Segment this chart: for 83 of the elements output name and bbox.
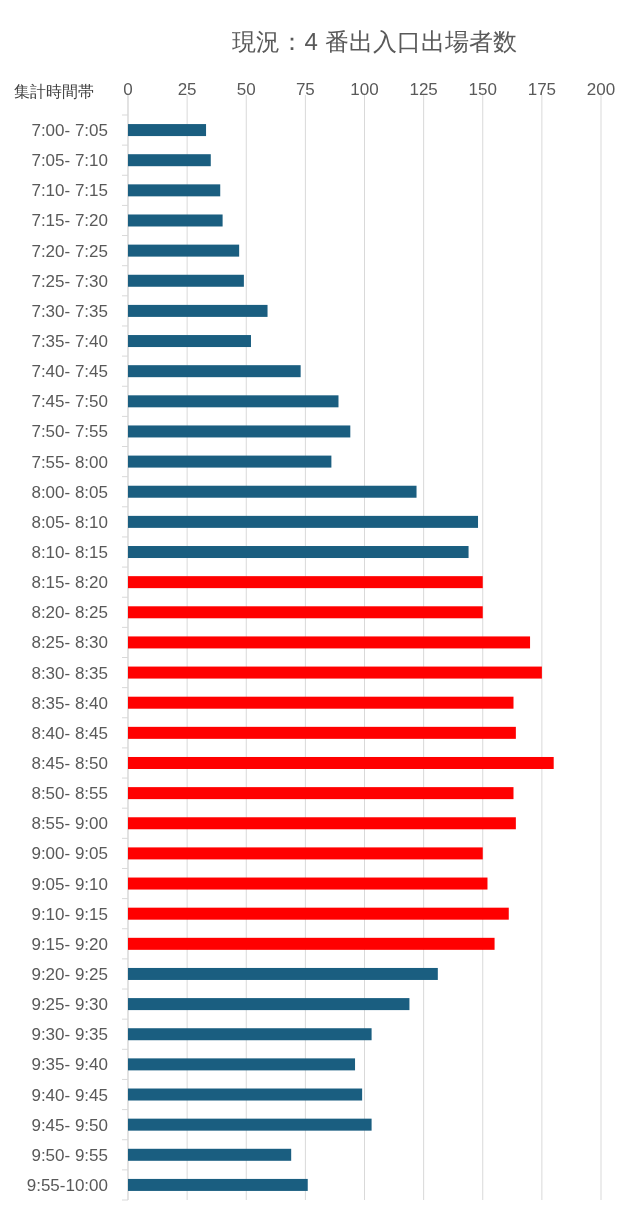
- y-tick-label: 9:50- 9:55: [31, 1145, 108, 1165]
- x-tick-label: 125: [409, 80, 438, 99]
- y-tick-label: 7:15- 7:20: [31, 211, 108, 231]
- y-tick-label: 8:50- 8:55: [31, 784, 108, 804]
- bar: [128, 576, 483, 589]
- y-tick-label: 7:35- 7:40: [31, 332, 108, 352]
- y-tick-label: 7:55- 8:00: [31, 452, 108, 472]
- x-tick-label: 100: [350, 80, 379, 99]
- bar: [128, 967, 438, 980]
- bar: [128, 546, 469, 559]
- bar: [128, 787, 514, 800]
- y-tick-label: 7:45- 7:50: [31, 392, 108, 412]
- bar: [128, 666, 542, 679]
- bar: [128, 696, 514, 709]
- y-tick-label: 8:30- 8:35: [31, 663, 108, 683]
- bar: [128, 365, 301, 378]
- bar: [128, 154, 211, 167]
- x-tick-label: 25: [177, 80, 197, 99]
- bar: [128, 244, 240, 257]
- bar: [128, 274, 244, 287]
- y-tick-label: 7:25- 7:30: [31, 271, 108, 291]
- y-tick-label: 7:50- 7:55: [31, 422, 108, 442]
- y-tick-label: 8:55- 9:00: [31, 814, 108, 834]
- bar: [128, 907, 509, 920]
- bar: [128, 1058, 356, 1071]
- bar: [128, 214, 223, 227]
- bar: [128, 1178, 308, 1191]
- y-tick-label: 8:05- 8:10: [31, 512, 108, 532]
- bar: [128, 184, 221, 197]
- bar: [128, 425, 351, 438]
- bar: [128, 756, 554, 769]
- y-tick-label: 8:25- 8:30: [31, 633, 108, 653]
- y-tick-label: 7:20- 7:25: [31, 241, 108, 261]
- y-tick-label: 9:00- 9:05: [31, 844, 108, 864]
- y-tick-label: 7:10- 7:15: [31, 181, 108, 201]
- y-tick-label: 9:10- 9:15: [31, 904, 108, 924]
- y-tick-label: 7:00- 7:05: [31, 121, 108, 141]
- y-tick-label: 9:20- 9:25: [31, 964, 108, 984]
- y-tick-label: 7:30- 7:35: [31, 301, 108, 321]
- y-tick-label: 7:05- 7:10: [31, 151, 108, 171]
- bar: [128, 455, 332, 468]
- bar: [128, 1088, 363, 1101]
- x-tick-label: 150: [468, 80, 497, 99]
- y-tick-label: 7:40- 7:45: [31, 362, 108, 382]
- bar: [128, 636, 531, 649]
- y-tick-label: 8:00- 8:05: [31, 482, 108, 502]
- y-tick-label: 8:15- 8:20: [31, 573, 108, 593]
- y-tick-label: 9:55-10:00: [26, 1175, 108, 1195]
- bar: [128, 1148, 292, 1161]
- x-tick-label: 0: [123, 80, 133, 99]
- chart-title: 現況：4 番出入口出場者数: [232, 28, 517, 55]
- x-tick-label: 200: [586, 80, 616, 99]
- y-tick-label: 8:35- 8:40: [31, 693, 108, 713]
- bar: [128, 606, 483, 619]
- bar: [128, 335, 251, 348]
- bar: [128, 847, 483, 860]
- y-tick-label: 9:40- 9:45: [31, 1085, 108, 1105]
- bar: [128, 124, 207, 137]
- x-tick-label: 75: [295, 80, 315, 99]
- y-tick-label: 9:05- 9:10: [31, 874, 108, 894]
- bar: [128, 1118, 372, 1131]
- y-tick-label: 9:45- 9:50: [31, 1115, 108, 1135]
- y-tick-label: 8:20- 8:25: [31, 603, 108, 623]
- x-tick-label: 50: [236, 80, 256, 99]
- y-axis-title: 集計時間帯: [14, 83, 94, 100]
- y-tick-label: 9:15- 9:20: [31, 934, 108, 954]
- y-tick-label: 9:30- 9:35: [31, 1025, 108, 1045]
- y-tick-label: 8:45- 8:50: [31, 753, 108, 773]
- bar: [128, 937, 495, 950]
- bar: [128, 304, 268, 317]
- bar: [128, 395, 339, 408]
- y-tick-label: 9:25- 9:30: [31, 995, 108, 1015]
- y-tick-label: 8:10- 8:15: [31, 543, 108, 563]
- x-tick-label: 175: [527, 80, 557, 99]
- bar: [128, 1028, 372, 1041]
- bar: [128, 998, 410, 1011]
- bar: [128, 485, 417, 498]
- bar: [128, 817, 516, 830]
- y-tick-label: 8:40- 8:45: [31, 723, 108, 743]
- bar: [128, 726, 516, 739]
- y-tick-label: 9:35- 9:40: [31, 1055, 108, 1075]
- bar: [128, 515, 479, 528]
- bar: [128, 877, 488, 890]
